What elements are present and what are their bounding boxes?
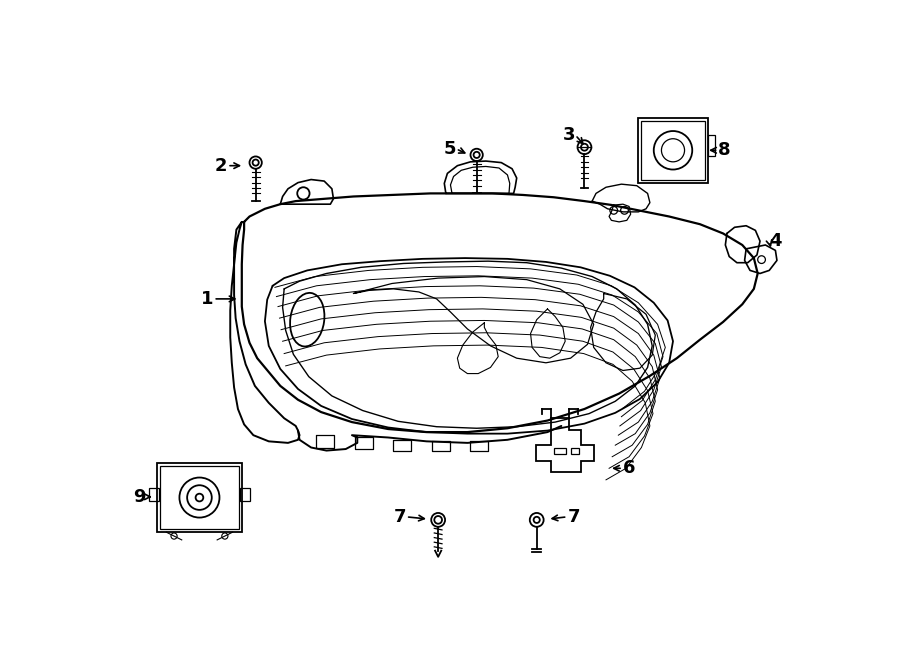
- Bar: [638, 118, 707, 183]
- Bar: [642, 121, 705, 180]
- Text: 2: 2: [215, 157, 228, 175]
- Bar: [158, 463, 242, 532]
- Text: 3: 3: [562, 126, 575, 144]
- Text: 6: 6: [623, 459, 635, 477]
- Bar: [149, 487, 158, 501]
- Bar: [707, 135, 716, 156]
- Bar: [554, 448, 566, 453]
- Bar: [572, 448, 579, 453]
- Text: 9: 9: [133, 488, 146, 506]
- Text: 7: 7: [393, 508, 406, 526]
- Text: 7: 7: [567, 508, 580, 526]
- Text: 4: 4: [770, 232, 782, 250]
- Text: 8: 8: [718, 141, 731, 160]
- Text: 1: 1: [201, 290, 213, 308]
- Text: 5: 5: [444, 140, 456, 158]
- Bar: [160, 466, 238, 529]
- Bar: [240, 487, 249, 501]
